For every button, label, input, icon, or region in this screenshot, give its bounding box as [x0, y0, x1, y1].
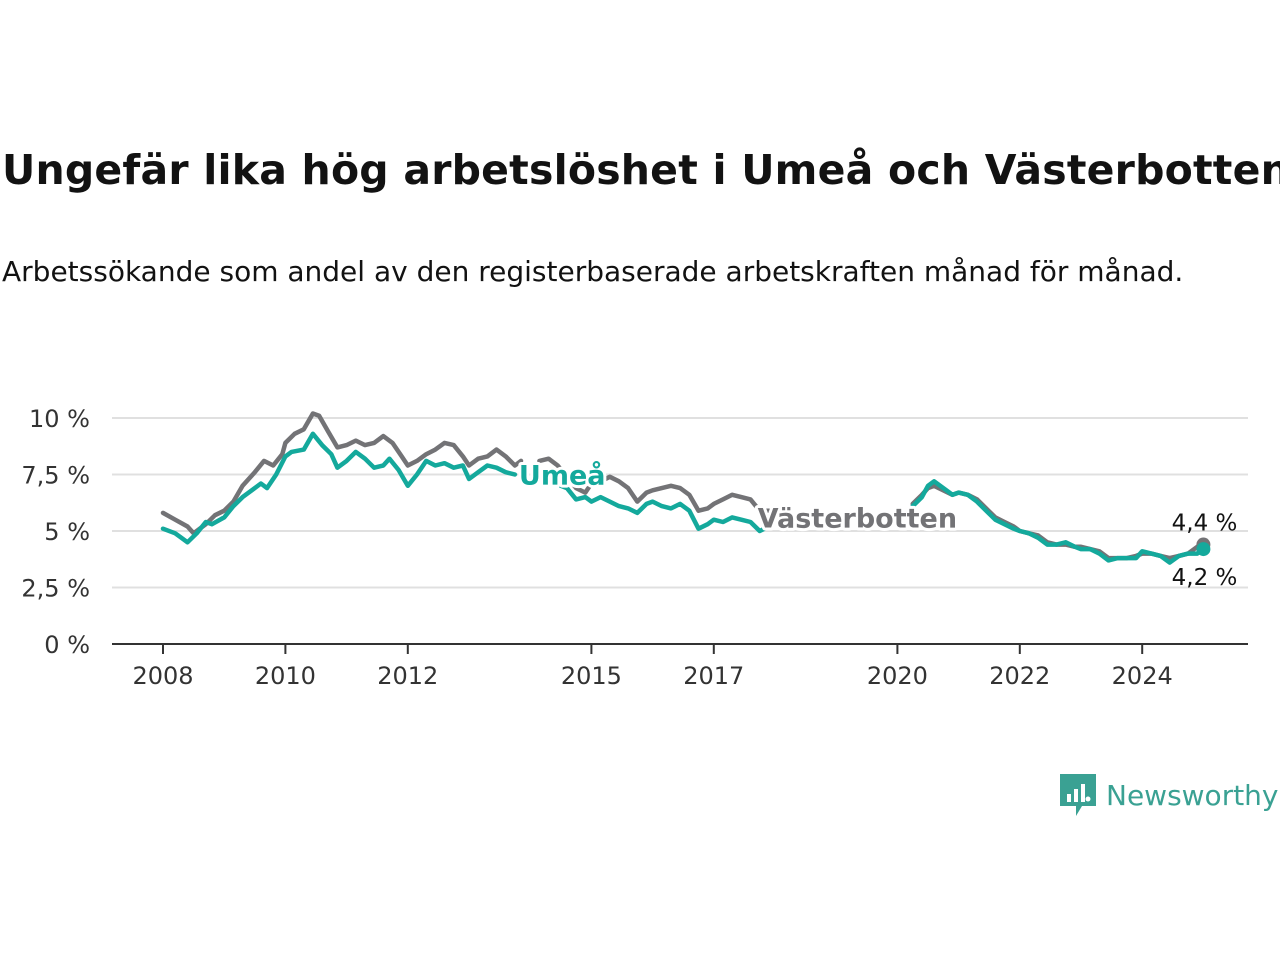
y-tick-label: 7,5 %	[21, 462, 90, 490]
x-tick-label: 2024	[1112, 662, 1173, 690]
series-name-label: Västerbotten	[758, 503, 957, 534]
newsworthy-logo-icon	[1060, 774, 1096, 816]
x-tick-label: 2010	[255, 662, 316, 690]
x-tick-label: 2015	[561, 662, 622, 690]
line-chart: 0 % 2,5 % 5 % 7,5 % 10 % 2008 2010 2012 2015 201…	[21, 405, 1248, 690]
x-tick-label: 2017	[683, 662, 744, 690]
y-tick-label: 10 %	[29, 405, 90, 433]
umea-series-line	[910, 479, 1206, 565]
umea-end-marker	[1196, 542, 1211, 557]
umea-series-line	[160, 431, 518, 545]
series-name-label: Umeå	[519, 460, 606, 492]
y-tick-label: 5 %	[44, 518, 90, 546]
page-subtitle: Arbetssökande som andel av den registerb…	[2, 255, 1184, 288]
end-markers: 4,4 % 4,2 %	[1172, 511, 1238, 592]
series-labels: Umeå Västerbotten	[516, 457, 960, 538]
vasterbotten-series-line	[160, 411, 524, 536]
page-title: Ungefär lika hög arbetslöshet i Umeå och…	[2, 146, 1280, 194]
newsworthy-logo: Newsworthy	[1058, 772, 1279, 818]
y-tick-label: 0 %	[44, 631, 90, 659]
vasterbotten-end-label: 4,4 %	[1172, 511, 1238, 537]
series-lines	[160, 411, 1206, 565]
x-tick-label: 2012	[377, 662, 438, 690]
x-tick-label: 2008	[132, 662, 193, 690]
y-tick-label: 2,5 %	[21, 575, 90, 603]
y-axis-labels: 0 % 2,5 % 5 % 7,5 % 10 %	[21, 405, 90, 659]
umea-series-line	[558, 483, 772, 534]
umea-end-label: 4,2 %	[1172, 565, 1238, 591]
gridlines	[112, 417, 1248, 589]
x-tick-label: 2020	[867, 662, 928, 690]
brand-name: Newsworthy	[1106, 778, 1279, 812]
x-axis: 2008 2010 2012 2015 2017 2020 2022 2024	[112, 643, 1248, 690]
vasterbotten-series-line	[537, 456, 772, 513]
x-tick-label: 2022	[989, 662, 1050, 690]
